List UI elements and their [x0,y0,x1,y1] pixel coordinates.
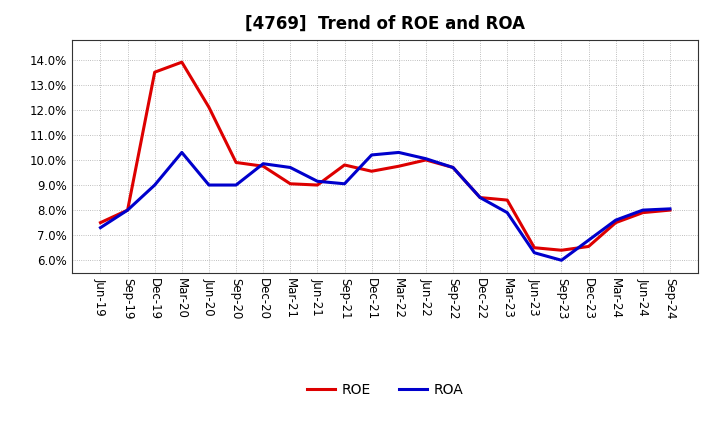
ROE [123,208,132,213]
ROA [395,150,403,155]
ROE [259,164,268,169]
ROE [204,105,213,110]
ROA [530,250,539,255]
ROA [204,183,213,188]
ROA [476,195,485,200]
ROE [96,220,105,225]
ROA [367,152,376,158]
ROA [341,181,349,187]
Line: ROA: ROA [101,152,670,260]
ROE [341,162,349,168]
ROA [313,179,322,184]
ROA [123,208,132,213]
ROA [150,183,159,188]
ROE [150,70,159,75]
Legend: ROE, ROA: ROE, ROA [302,378,469,403]
Line: ROE: ROE [101,62,670,250]
Title: [4769]  Trend of ROE and ROA: [4769] Trend of ROE and ROA [246,15,525,33]
ROA [421,156,430,161]
ROE [313,183,322,188]
ROA [584,238,593,243]
ROE [476,195,485,200]
ROE [395,164,403,169]
ROE [449,165,457,170]
ROE [611,220,620,225]
ROA [178,150,186,155]
ROE [639,210,647,215]
ROA [96,225,105,230]
ROA [557,258,566,263]
ROE [584,244,593,249]
ROA [611,217,620,223]
ROE [530,245,539,250]
ROA [503,210,511,215]
ROE [367,169,376,174]
ROA [449,165,457,170]
ROA [665,206,674,212]
ROA [286,165,294,170]
ROE [178,59,186,65]
ROE [421,158,430,163]
ROA [232,183,240,188]
ROE [665,208,674,213]
ROE [557,248,566,253]
ROE [286,181,294,187]
ROE [232,160,240,165]
ROE [503,198,511,203]
ROA [259,161,268,166]
ROA [639,208,647,213]
